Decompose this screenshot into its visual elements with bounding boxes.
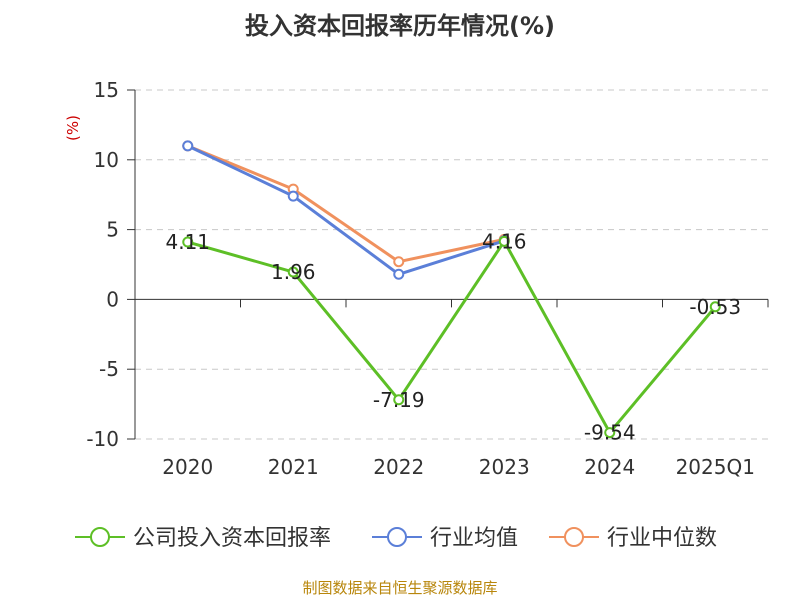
- data-label-2024: -9.54: [584, 421, 636, 445]
- series-1-point-2022: [393, 268, 405, 280]
- legend-label-2: 行业中位数: [607, 526, 717, 551]
- legend-marker-1: [387, 527, 407, 547]
- label-layer: 4.11 1.96 -7.19 4.16 -9.54 -0.53: [165, 229, 741, 444]
- y-tick-label-10: 10: [94, 148, 119, 172]
- legend: 公司投入资本回报率 行业均值 行业中位数: [75, 526, 717, 551]
- x-tick-label-2023: 2023: [479, 455, 530, 479]
- axis-layer: -10 -5 0 5 10 15 2020 2021 2022 2023 2024 2025Q1 (%): [64, 78, 769, 479]
- legend-label-0: 公司投入资本回报率: [133, 526, 331, 551]
- x-tick-label-2020: 2020: [162, 455, 213, 479]
- series-0-point-2020: [182, 236, 194, 248]
- x-tick-label-2022: 2022: [373, 455, 424, 479]
- series-line-2: [187, 144, 505, 264]
- series-layer: [182, 140, 721, 439]
- data-label-2022: -7.19: [373, 388, 425, 412]
- data-label-2025Q1: -0.53: [689, 295, 741, 319]
- series-line-0: [187, 239, 717, 435]
- series-0-point-2021: [287, 266, 299, 278]
- y-tick-label-15: 15: [94, 78, 119, 102]
- y-axis-label: (%): [64, 115, 82, 141]
- data-label-2021: 1.96: [271, 260, 316, 284]
- x-tick-label-2025Q1: 2025Q1: [676, 455, 755, 479]
- source-note: 制图数据来自恒生聚源数据库: [302, 579, 498, 597]
- y-tick-label--5: -5: [99, 357, 119, 381]
- data-label-2020: 4.11: [165, 230, 210, 254]
- legend-label-1: 行业均值: [430, 526, 518, 551]
- series-0-point-2023: [498, 235, 510, 247]
- chart-title: 投入资本回报率历年情况(%): [245, 12, 555, 40]
- series-2-point-2022: [393, 256, 405, 268]
- series-1-point-2021: [287, 190, 299, 202]
- legend-marker-2: [564, 527, 584, 547]
- y-tick-label-0: 0: [106, 287, 119, 311]
- series-0-point-2024: [604, 427, 616, 439]
- y-tick-label-5: 5: [106, 218, 119, 242]
- y-tick-label--10: -10: [86, 427, 119, 451]
- legend-item-0: 公司投入资本回报率: [75, 526, 331, 551]
- x-tick-label-2024: 2024: [584, 455, 635, 479]
- series-0-point-2025Q1: [709, 301, 721, 313]
- grid-layer: [135, 89, 768, 440]
- series-0-point-2022: [393, 394, 405, 406]
- legend-marker-0: [90, 527, 110, 547]
- legend-item-2: 行业中位数: [549, 526, 717, 551]
- data-label-2023: 4.16: [482, 229, 527, 253]
- x-tick-label-2021: 2021: [268, 455, 319, 479]
- legend-item-1: 行业均值: [372, 526, 518, 551]
- series-1-point-2020: [182, 140, 194, 152]
- series-line-1: [187, 144, 505, 276]
